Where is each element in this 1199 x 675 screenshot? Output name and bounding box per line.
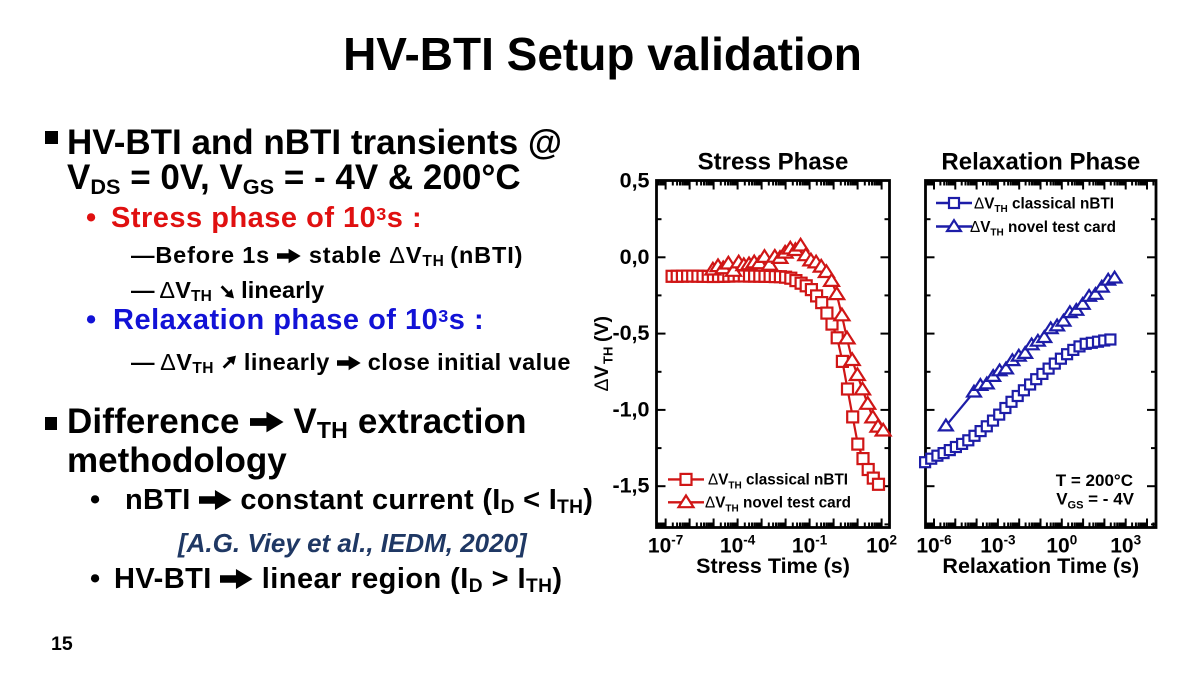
svg-text:T = 200°C: T = 200°C: [1056, 471, 1133, 490]
svg-text:-1,5: -1,5: [612, 474, 649, 498]
svg-text:-1,0: -1,0: [612, 397, 649, 421]
svg-text:102: 102: [866, 533, 897, 558]
svg-text:ΔVTH novel test card: ΔVTH novel test card: [705, 495, 851, 515]
svg-text:ΔVTH(V): ΔVTH(V): [591, 316, 616, 392]
svg-text:0,5: 0,5: [620, 169, 650, 193]
svg-text:-0,5: -0,5: [612, 321, 649, 345]
svg-text:VGS = - 4V: VGS = - 4V: [1056, 490, 1134, 512]
svg-text:ΔVTH classical nBTI: ΔVTH classical nBTI: [708, 472, 848, 492]
svg-text:10-7: 10-7: [648, 533, 683, 558]
svg-text:Stress Time (s): Stress Time (s): [696, 554, 850, 578]
svg-text:Relaxation Phase: Relaxation Phase: [941, 148, 1140, 175]
svg-text:ΔVTH novel test card: ΔVTH novel test card: [970, 219, 1116, 239]
svg-text:0,0: 0,0: [620, 245, 650, 269]
svg-text:ΔVTH classical nBTI: ΔVTH classical nBTI: [974, 195, 1114, 215]
svg-text:Stress Phase: Stress Phase: [698, 148, 849, 175]
svg-text:Relaxation Time (s): Relaxation Time (s): [942, 554, 1139, 578]
